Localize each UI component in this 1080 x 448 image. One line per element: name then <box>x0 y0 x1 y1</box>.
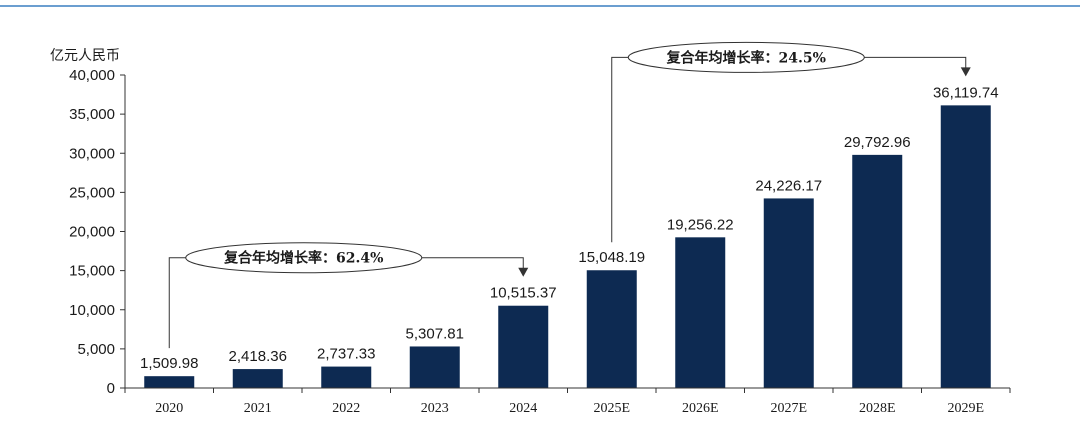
cagr-arrowhead <box>518 267 529 277</box>
cagr-annotation: 复合年均增长率：62.4% <box>168 242 529 349</box>
bar-2023 <box>409 346 460 388</box>
y-tick-label: 15,000 <box>69 263 115 280</box>
y-tick-label: 10,000 <box>69 302 115 319</box>
bar-2020 <box>144 376 195 388</box>
y-tick-label: 20,000 <box>69 224 115 241</box>
value-label: 1,509.98 <box>140 355 198 372</box>
y-tick-label: 5,000 <box>77 341 115 358</box>
value-label: 2,418.36 <box>229 348 287 365</box>
x-tick-label: 2028E <box>859 401 896 416</box>
x-axis-ticks: 2020 2021 2022 2023 2024 2025E 2026E 2027E 2028E… <box>124 388 1011 416</box>
value-label: 5,307.81 <box>406 325 464 342</box>
bar-2029E <box>940 105 991 388</box>
x-tick-label: 2026E <box>682 401 719 416</box>
x-tick-label: 2021 <box>244 401 272 416</box>
value-label: 24,226.17 <box>755 177 822 194</box>
y-tick-label: 35,000 <box>69 106 115 123</box>
value-label: 36,119.74 <box>933 84 999 101</box>
bar-2027E <box>763 198 814 388</box>
x-tick-label: 2022 <box>332 401 360 416</box>
bar-2022 <box>321 366 372 388</box>
cagr-label: 复合年均增长率：24.5% <box>666 49 826 66</box>
y-tick-label: 30,000 <box>69 145 115 162</box>
y-tick-label: 25,000 <box>69 184 115 201</box>
cagr-ellipse <box>185 242 423 274</box>
y-tick-label: 0 <box>107 380 115 397</box>
value-label: 15,048.19 <box>578 249 645 266</box>
bar-2024 <box>498 305 549 388</box>
bar-2021 <box>232 369 283 388</box>
value-label: 2,737.33 <box>317 346 375 363</box>
bar-2025E <box>586 270 637 388</box>
x-tick-label: 2024 <box>509 401 537 416</box>
y-axis-ticks: 0 5,000 10,000 15,000 20,000 25,000 30,000 35,0… <box>69 67 125 397</box>
cagr-annotation: 复合年均增长率：24.5% <box>611 41 971 243</box>
bar-2028E <box>852 154 903 388</box>
y-axis-unit-label: 亿元人民币 <box>50 48 120 64</box>
cagr-arrowhead <box>960 67 971 77</box>
value-label: 10,515.37 <box>490 285 557 302</box>
x-tick-label: 2023 <box>421 401 449 416</box>
value-label: 19,256.22 <box>667 216 734 233</box>
x-tick-label: 2029E <box>947 401 984 416</box>
bar-2026E <box>675 237 726 388</box>
x-tick-label: 2020 <box>155 401 183 416</box>
x-tick-label: 2027E <box>770 401 807 416</box>
x-tick-label: 2025E <box>593 401 630 416</box>
value-label: 29,792.96 <box>844 134 911 151</box>
bars <box>144 105 991 388</box>
cagr-ellipse <box>627 41 865 73</box>
cagr-label: 复合年均增长率：62.4% <box>223 250 383 267</box>
value-labels: 1,509.98 2,418.36 2,737.33 5,307.81 10,515.3… <box>140 84 999 372</box>
y-tick-label: 40,000 <box>69 67 115 84</box>
annotations: 复合年均增长率：62.4% 复合年均增长率：24.5% <box>168 41 971 349</box>
